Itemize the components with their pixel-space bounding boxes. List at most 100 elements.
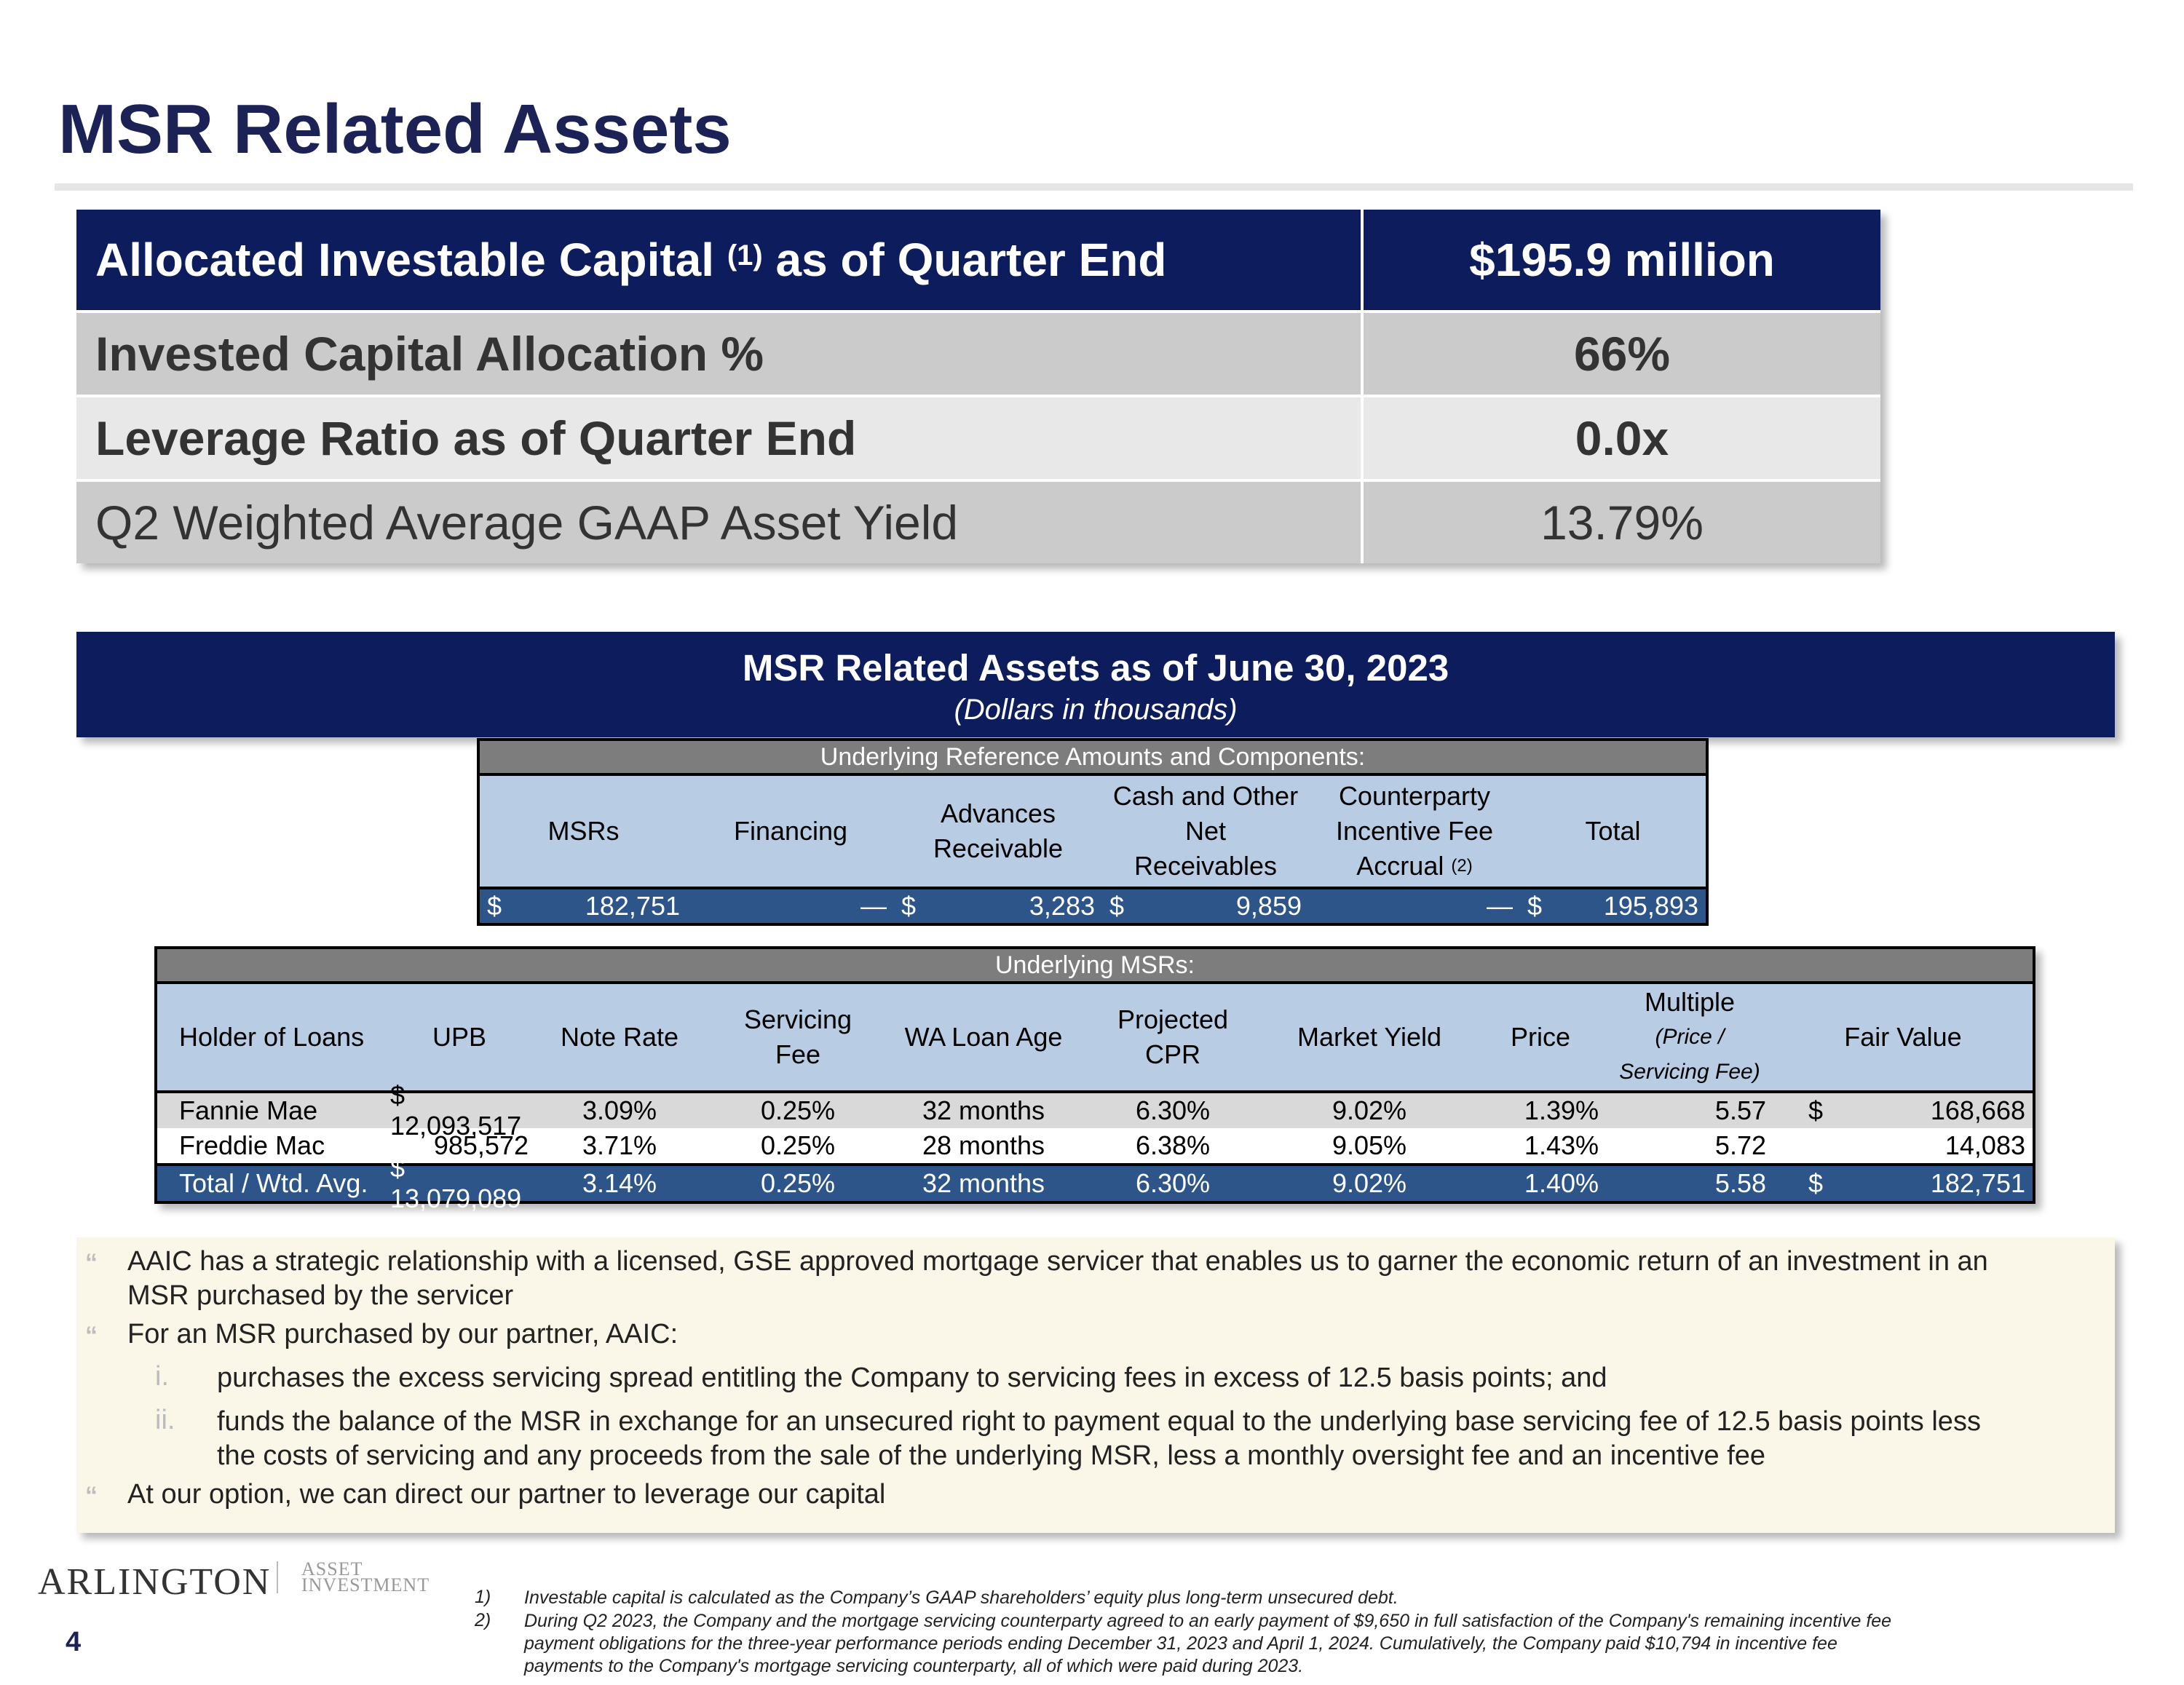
sub-bullet-1: purchases the excess servicing spread en… (217, 1363, 1607, 1393)
table-row: Fannie Mae $ 12,093,517 3.09% 0.25% 32 m… (157, 1080, 2033, 1141)
col-cash: Cash and Other Net Receivables (1112, 781, 1299, 881)
footnote-ref: (1) (727, 239, 763, 271)
footnote-2: During Q2 2023, the Company and the mort… (524, 1611, 1892, 1676)
cell-market-yield: 9.02% (1332, 1095, 1407, 1125)
cell-servicing-fee: 0.25% (760, 1130, 836, 1160)
reference-values-row: $182,751 — $3,283 $9,859 — $195,893 (480, 889, 1706, 923)
cell-multiple: 5.58 (1714, 1168, 1766, 1198)
summary-label: Leverage Ratio as of Quarter End (76, 397, 1364, 479)
section-banner: MSR Related Assets as of June 30, 2023 (… (76, 632, 2115, 737)
msr-table-columns: Holder of Loans UPB Note Rate Servicing … (157, 984, 2033, 1093)
cell-note-rate: 3.71% (582, 1130, 657, 1160)
page-number: 4 (66, 1627, 82, 1657)
company-logo-subtitle: ASSET INVESTMENT (277, 1560, 430, 1595)
summary-label: Q2 Weighted Average GAAP Asset Yield (76, 482, 1364, 563)
page-title: MSR Related Assets (58, 90, 732, 168)
col-servicing-fee: Servicing Fee (743, 1004, 852, 1069)
banner-title: MSR Related Assets as of June 30, 2023 (742, 647, 1449, 689)
cell-upb: 985,572 (433, 1130, 529, 1160)
cell-holder: Freddie Mac (179, 1130, 325, 1160)
col-cpr: Projected CPR (1117, 1004, 1229, 1069)
col-wa-loan-age: WA Loan Age (904, 1022, 1063, 1052)
cell-note-rate: 3.09% (582, 1095, 657, 1125)
col-multiple: Multiple (Price / Servicing Fee) (1619, 987, 1760, 1084)
cell-wa-loan-age: 32 months (922, 1168, 1045, 1198)
cell-market-yield: 9.05% (1332, 1130, 1407, 1160)
company-logo: ARLINGTON (38, 1561, 272, 1603)
bullet-marker: “ (85, 1322, 98, 1349)
summary-value: 66% (1573, 327, 1671, 381)
cell-fair-value: 14,083 (1944, 1130, 2025, 1160)
value-advances: $3,283 (901, 891, 1095, 921)
cell-holder: Total / Wtd. Avg. (179, 1168, 368, 1198)
summary-row-allocated-capital: Allocated Investable Capital (1) as of Q… (76, 210, 1880, 313)
title-divider (55, 183, 2133, 191)
cell-upb: $ 12,093,517 (390, 1080, 522, 1141)
summary-label: Invested Capital Allocation % (76, 313, 1364, 395)
cell-fair-value: $182,751 (1808, 1168, 2025, 1198)
cell-cpr: 6.38% (1135, 1130, 1211, 1160)
value-msrs: $182,751 (487, 891, 680, 921)
cell-price: 1.43% (1524, 1130, 1599, 1160)
sub-bullet-2: funds the balance of the MSR in exchange… (217, 1406, 1981, 1471)
footnote-ref: (2) (1451, 856, 1473, 876)
summary-label-cell: Allocated Investable Capital (1) as of Q… (76, 210, 1364, 310)
col-financing: Financing (733, 816, 848, 846)
summary-label: Allocated Investable Capital (95, 234, 727, 286)
summary-row-leverage: Leverage Ratio as of Quarter End 0.0x (76, 397, 1880, 482)
table-row: Freddie Mac 985,572 3.71% 0.25% 28 month… (157, 1128, 2033, 1166)
reference-table-columns: MSRs Financing Advances Receivable Cash … (480, 776, 1706, 889)
reference-table-header: Underlying Reference Amounts and Compone… (480, 741, 1706, 776)
summary-row-allocation: Invested Capital Allocation % 66% (76, 313, 1880, 397)
cell-wa-loan-age: 32 months (922, 1095, 1045, 1125)
footnote-number: 2) (475, 1610, 491, 1630)
reference-table: Underlying Reference Amounts and Compone… (477, 738, 1709, 926)
value-financing: — (860, 891, 887, 921)
col-advances: Advances Receivable (933, 798, 1064, 863)
cell-servicing-fee: 0.25% (760, 1168, 836, 1198)
col-accrual: Counterparty Incentive Fee Accrual (2) (1335, 781, 1494, 881)
banner-subtitle: (Dollars in thousands) (954, 694, 1238, 726)
msr-table-header: Underlying MSRs: (157, 949, 2033, 984)
bullet-marker: “ (85, 1482, 98, 1510)
cell-price: 1.39% (1524, 1095, 1599, 1125)
sub-bullet-number: ii. (155, 1405, 175, 1435)
summary-table: Allocated Investable Capital (1) as of Q… (76, 210, 1880, 563)
cell-holder: Fannie Mae (179, 1095, 318, 1125)
col-market-yield: Market Yield (1297, 1022, 1442, 1052)
footnote-number: 1) (475, 1587, 491, 1607)
value-total: $195,893 (1527, 891, 1698, 921)
table-row-total: Total / Wtd. Avg. $ 13,079,089 3.14% 0.2… (157, 1153, 2033, 1213)
cell-upb: $ 13,079,089 (390, 1153, 522, 1213)
cell-price: 1.40% (1524, 1168, 1599, 1198)
col-total: Total (1585, 816, 1641, 846)
value-accrual: — (1487, 891, 1513, 921)
col-holder: Holder of Loans (179, 1022, 365, 1052)
bullet-marker: “ (85, 1249, 98, 1277)
cell-fair-value: $168,668 (1808, 1095, 2025, 1125)
cell-wa-loan-age: 28 months (922, 1130, 1045, 1160)
col-fair-value: Fair Value (1844, 1022, 1962, 1052)
cell-multiple: 5.57 (1714, 1095, 1766, 1125)
col-note-rate: Note Rate (560, 1022, 679, 1052)
col-msrs: MSRs (547, 816, 620, 846)
summary-label-after: as of Quarter End (762, 234, 1167, 286)
sub-bullet-number: i. (155, 1361, 169, 1392)
cell-servicing-fee: 0.25% (760, 1095, 836, 1125)
notes-box: “ AAIC has a strategic relationship with… (76, 1237, 2115, 1533)
cell-market-yield: 9.02% (1332, 1168, 1407, 1198)
cell-cpr: 6.30% (1135, 1168, 1211, 1198)
bullet-2: For an MSR purchased by our partner, AAI… (127, 1319, 678, 1349)
bullet-1: AAIC has a strategic relationship with a… (127, 1246, 1988, 1311)
bullet-3: At our option, we can direct our partner… (127, 1479, 886, 1510)
cell-multiple: 5.72 (1714, 1130, 1766, 1160)
summary-value: 13.79% (1540, 496, 1704, 550)
summary-value: 0.0x (1575, 411, 1669, 465)
footnote-1: Investable capital is calculated as the … (524, 1587, 1398, 1608)
col-upb: UPB (432, 1022, 487, 1052)
summary-row-yield: Q2 Weighted Average GAAP Asset Yield 13.… (76, 482, 1880, 563)
value-cash: $9,859 (1109, 891, 1302, 921)
col-price: Price (1510, 1022, 1571, 1052)
cell-note-rate: 3.14% (582, 1168, 657, 1198)
summary-value: $195.9 million (1469, 234, 1775, 286)
